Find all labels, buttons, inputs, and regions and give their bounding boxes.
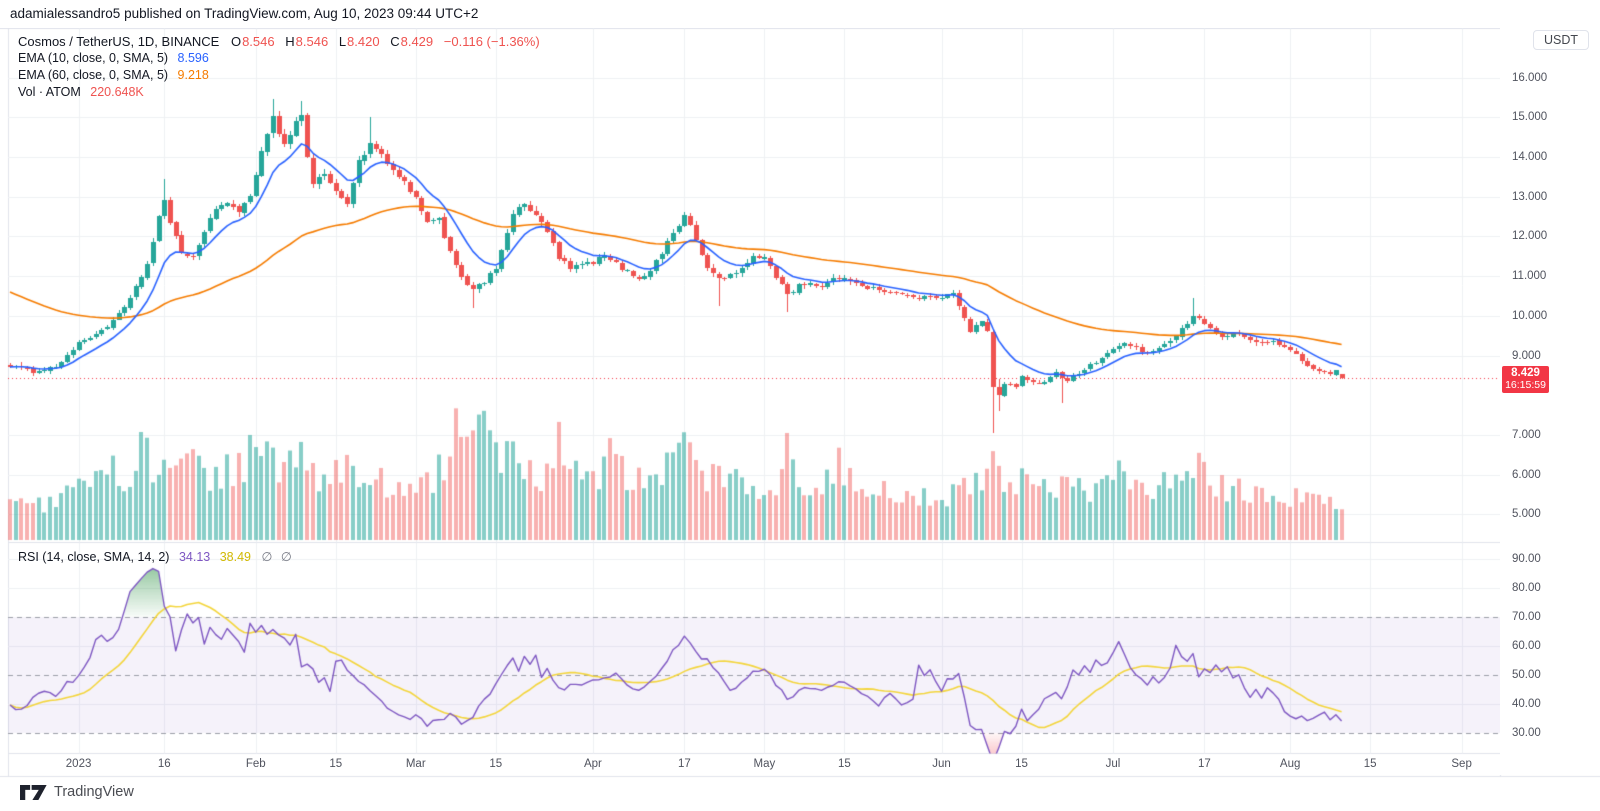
rsi-upper-band-empty-icon: ∅ [261,550,273,564]
change-value: −0.116 (−1.36%) [443,34,540,49]
time-tick-label: 16 [157,758,171,770]
rsi-tick-label: 70.00 [1512,611,1541,623]
rsi-tick-label: 30.00 [1512,727,1541,739]
time-scale[interactable]: 2023 16 Feb 15 Mar 15 Apr 17 May 15 Jun 15 Jul 17 Aug 1… [0,753,1500,776]
time-tick-label: Jul [1105,758,1121,770]
price-tick-label: 10.000 [1512,309,1548,322]
symbol-title[interactable]: Cosmos / TetherUS, 1D, BINANCE [18,34,220,49]
volume-value: 220.648K [90,85,144,99]
currency-button[interactable]: USDT [1533,30,1590,50]
ema10-row[interactable]: EMA (10, close, 0, SMA, 5) 8.596 [18,50,540,67]
high-value: H8.546 [285,34,329,49]
rsi-value: 34.13 [178,550,211,564]
ema60-label: EMA (60, close, 0, SMA, 5) [18,68,169,82]
time-tick-label: 15 [1363,758,1377,770]
rsi-tick-label: 60.00 [1512,640,1541,652]
volume-label: Vol · ATOM [18,85,81,99]
ema10-label: EMA (10, close, 0, SMA, 5) [18,51,169,65]
price-tick-label: 5.000 [1512,508,1541,521]
price-tick-label: 14.000 [1512,151,1548,163]
rsi-legend-row[interactable]: RSI (14, close, SMA, 14, 2) 34.13 38.49 … [18,549,292,566]
time-tick-label: May [753,758,776,770]
rsi-tick-label: 50.00 [1512,669,1541,681]
last-price-value: 8.429 [1511,367,1540,379]
time-tick-label: Sep [1451,758,1472,770]
price-tick-label: 11.000 [1512,270,1547,283]
last-price-tag: 8.429 16:15:59 [1502,366,1549,393]
footer-brand: TradingView [20,784,134,800]
price-tick-label: 12.000 [1512,230,1548,243]
symbol-row: Cosmos / TetherUS, 1D, BINANCE O8.546 H8… [18,33,540,50]
time-tick-label: Jun [932,758,951,770]
price-tick-label: 9.000 [1512,349,1541,362]
time-tick-label: Feb [245,758,266,770]
low-value: L8.420 [338,34,380,49]
bar-countdown: 16:15:59 [1505,379,1546,391]
ema10-value: 8.596 [177,51,209,65]
time-tick-label: 17 [1198,758,1211,770]
rsi-ma-value: 38.49 [219,550,251,564]
price-tick-label: 16.000 [1512,71,1548,84]
ema60-value: 9.218 [177,68,209,82]
time-tick-label: 15 [837,758,851,770]
time-tick-label: 15 [1015,758,1028,770]
tradingview-logo-icon[interactable] [20,784,47,800]
time-tick-label: Apr [583,758,602,770]
price-tick-label: 15.000 [1512,111,1548,124]
volume-row[interactable]: Vol · ATOM 220.648K [18,84,540,101]
open-value: O8.546 [230,34,275,49]
rsi-tick-label: 90.00 [1512,553,1541,565]
price-tick-label: 7.000 [1512,428,1541,441]
rsi-lower-band-empty-icon: ∅ [280,550,292,564]
rsi-label: RSI (14, close, SMA, 14, 2) [18,550,170,564]
main-legend: Cosmos / TetherUS, 1D, BINANCE O8.546 H8… [18,33,540,101]
time-tick-label: 15 [329,758,343,770]
time-tick-label: Mar [405,758,426,770]
time-tick-label: 15 [489,758,503,770]
ema60-row[interactable]: EMA (60, close, 0, SMA, 5) 9.218 [18,67,540,84]
time-tick-label: 2023 [65,758,92,770]
close-value: C8.429 [390,34,434,49]
time-tick-label: 17 [677,758,691,770]
tradingview-brand[interactable]: TradingView [54,784,134,800]
price-tick-label: 6.000 [1512,468,1541,481]
price-tick-label: 13.000 [1512,190,1548,203]
rsi-tick-label: 40.00 [1512,698,1541,710]
rsi-tick-label: 80.00 [1512,582,1541,594]
time-tick-label: Aug [1279,758,1301,770]
price-scale[interactable]: 16.000 15.000 14.000 13.000 12.000 11.000 10.0… [1500,28,1600,775]
